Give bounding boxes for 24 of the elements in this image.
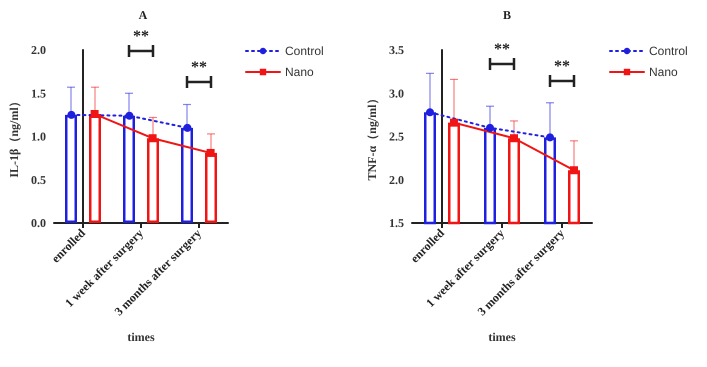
annotation: ** — [191, 59, 207, 76]
y-axis-title: IL-1β（ng/ml） — [7, 95, 21, 178]
y-tick-label: 0.0 — [31, 216, 46, 230]
y-tick-label: 1.0 — [31, 130, 46, 144]
y-tick-label: 0.5 — [31, 172, 46, 187]
y-tick-label: 2.5 — [389, 130, 404, 144]
x-axis-title: times — [127, 330, 155, 344]
annotation: ** — [554, 58, 570, 75]
y-tick-label: 1.5 — [389, 216, 404, 230]
x-axis-title: times — [488, 330, 516, 344]
annotation: ** — [494, 41, 510, 58]
y-tick-label: 1.5 — [31, 86, 46, 100]
y-tick-label: 3.0 — [389, 86, 404, 100]
y-tick-label: 3.5 — [389, 43, 404, 57]
y-axis-title: TNF-α（ng/ml） — [365, 92, 379, 181]
legend-label: Nano — [649, 65, 678, 79]
legend-label: Control — [649, 44, 688, 58]
legend-label: Nano — [285, 65, 314, 79]
chart-title: B — [502, 8, 512, 22]
legend-label: Control — [285, 44, 324, 58]
text: ** — [133, 28, 149, 46]
y-tick-label: 2.0 — [31, 43, 46, 57]
y-tick-label: 2.0 — [389, 172, 404, 187]
chart-title: A — [138, 8, 148, 22]
